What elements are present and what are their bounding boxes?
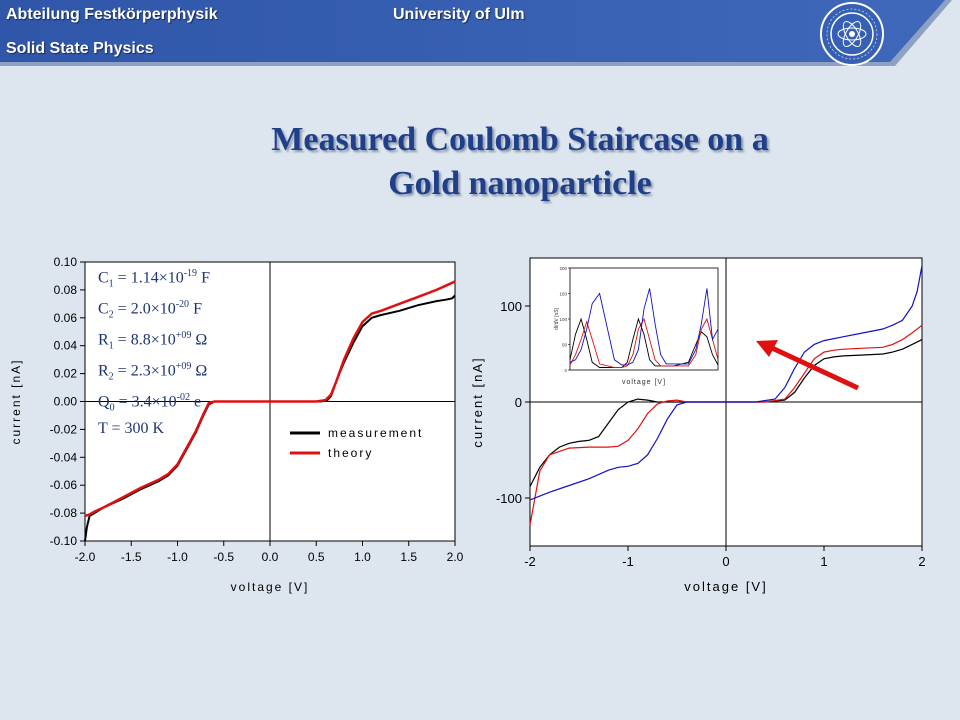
legend-label-theory: theory bbox=[328, 446, 373, 460]
param-temperature: T = 300 K bbox=[98, 420, 165, 438]
y-tick-label: 0.10 bbox=[54, 255, 78, 269]
university-seal-icon bbox=[820, 2, 884, 66]
x-tick-label: -2.0 bbox=[75, 550, 96, 564]
x-axis-label: voltage [V] bbox=[684, 579, 767, 594]
increasing-arrow-icon bbox=[756, 340, 860, 391]
y-tick-label: 0.08 bbox=[54, 283, 78, 297]
inset-y-axis-label: dI/dV [nS] bbox=[554, 307, 560, 330]
y-tick-label: -0.08 bbox=[50, 506, 78, 520]
dept-title: Abteilung Festkörperphysik bbox=[6, 6, 218, 23]
slide-title-line2: Gold nanoparticle bbox=[388, 165, 652, 202]
inset-y-tick-label: 100 bbox=[559, 317, 567, 322]
series-line-1 bbox=[529, 339, 923, 487]
x-tick-label: 2.0 bbox=[447, 550, 464, 564]
param-q0: Q0 = 3.4×10-02 e bbox=[98, 392, 202, 414]
x-tick-label: 1.5 bbox=[400, 550, 417, 564]
series-line-3 bbox=[529, 265, 923, 501]
param-r2: R2 = 2.3×10+09 Ω bbox=[98, 361, 208, 383]
x-axis-label: voltage [V] bbox=[231, 580, 310, 594]
x-tick-label: 0.5 bbox=[308, 550, 325, 564]
param-c1: C1 = 1.14×10-19 F bbox=[98, 268, 210, 290]
y-axis-label: current [nA] bbox=[9, 358, 23, 444]
x-tick-label: 2 bbox=[918, 554, 925, 569]
x-tick-label: 0.0 bbox=[262, 550, 279, 564]
x-tick-label: -1 bbox=[622, 554, 634, 569]
header-background bbox=[0, 0, 952, 66]
x-tick-label: -0.5 bbox=[213, 550, 234, 564]
inset-y-tick-label: 200 bbox=[559, 266, 567, 271]
y-tick-label: 100 bbox=[500, 299, 522, 314]
left-chart: -2.0 -1.5 -1.0 -0.5 0.0 0.5 1.0 1.5 2.0 0.10 0.08 0… bbox=[9, 255, 464, 594]
x-tick-label: 1 bbox=[820, 554, 827, 569]
y-tick-label: 0 bbox=[515, 395, 522, 410]
x-tick-label: -1.5 bbox=[121, 550, 142, 564]
y-tick-label: -0.04 bbox=[50, 450, 78, 464]
parameters-block: C1 = 1.14×10-19 F C2 = 2.0×10-20 F R1 = … bbox=[98, 264, 210, 440]
university-name: University of Ulm bbox=[393, 6, 525, 23]
y-tick-label: 0.04 bbox=[54, 339, 78, 353]
y-tick-label: -0.06 bbox=[50, 478, 78, 492]
y-tick-label: 0.00 bbox=[54, 395, 78, 409]
inset-y-tick-label: 150 bbox=[559, 292, 567, 297]
increasing-set-current-annotation: increasing set current bbox=[752, 402, 882, 446]
x-tick-label: -2 bbox=[524, 554, 536, 569]
annotation-line1: increasing bbox=[778, 403, 856, 422]
y-tick-label: -100 bbox=[496, 491, 522, 506]
right-chart: -2 -1 0 1 2 100 0 -100 voltage [V] current [nA] 20… bbox=[470, 257, 926, 594]
y-axis-label: current [nA] bbox=[470, 356, 485, 447]
dept-subtitle: Solid State Physics bbox=[6, 40, 154, 57]
y-tick-label: 0.02 bbox=[54, 367, 78, 381]
y-tick-label: -0.02 bbox=[50, 422, 78, 436]
inset-chart: 200 150 100 50 0 voltage [V] dI/dV [nS] bbox=[554, 266, 719, 386]
slide-title: Measured Coulomb Staircase on a Gold nan… bbox=[180, 118, 860, 206]
x-tick-label: 0 bbox=[722, 554, 729, 569]
legend-label-measurement: measurement bbox=[328, 426, 423, 440]
y-tick-label: 0.06 bbox=[54, 311, 78, 325]
inset-y-tick-label: 0 bbox=[564, 368, 567, 373]
inset-series-line-3 bbox=[569, 288, 719, 366]
inset-x-axis-label: voltage [V] bbox=[622, 379, 666, 386]
param-c2: C2 = 2.0×10-20 F bbox=[98, 299, 202, 321]
x-tick-label: -1.0 bbox=[167, 550, 188, 564]
annotation-line2: set current bbox=[776, 425, 858, 444]
x-tick-label: 1.0 bbox=[354, 550, 371, 564]
arrow-shaft bbox=[770, 345, 860, 391]
slide-title-line1: Measured Coulomb Staircase on a bbox=[271, 121, 769, 158]
param-r1: R1 = 8.8×10+09 Ω bbox=[98, 330, 208, 352]
y-tick-label: -0.10 bbox=[50, 534, 78, 548]
arrow-head bbox=[756, 340, 778, 357]
header-band: Abteilung Festkörperphysik Solid State P… bbox=[0, 0, 960, 72]
inset-y-tick-label: 50 bbox=[562, 343, 568, 348]
series-line-theory bbox=[84, 280, 456, 518]
inset-series-line-2 bbox=[569, 317, 719, 368]
